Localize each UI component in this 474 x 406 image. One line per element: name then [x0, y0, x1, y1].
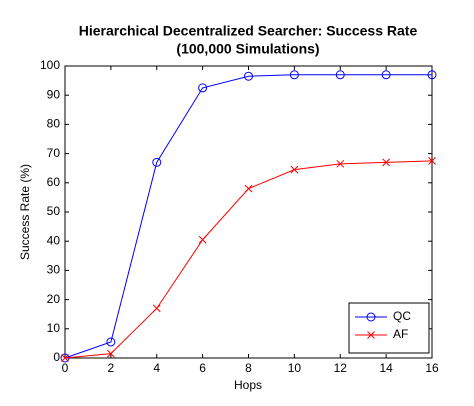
- marker: [244, 71, 253, 81]
- y-tick-label: 0: [53, 350, 60, 364]
- marker: [290, 165, 299, 174]
- legend-label: QC: [393, 309, 411, 323]
- marker: [106, 337, 116, 347]
- x-tick-label: 14: [379, 361, 393, 375]
- legend-label: AF: [393, 327, 408, 341]
- y-tick-label: 40: [47, 233, 61, 247]
- x-tick-label: 6: [199, 361, 206, 375]
- marker: [198, 235, 207, 244]
- series-line: [64, 74, 432, 359]
- marker: [61, 354, 69, 362]
- x-tick-label: 16: [425, 361, 439, 375]
- x-tick-label: 12: [334, 361, 348, 375]
- legend-box: [348, 302, 430, 354]
- chart-title: Hierarchical Decentralized Searcher: Suc…: [79, 23, 418, 39]
- y-tick-label: 70: [47, 146, 61, 160]
- marker: [428, 157, 436, 165]
- marker: [198, 83, 208, 93]
- x-tick-label: 0: [62, 361, 69, 375]
- y-tick-label: 60: [47, 175, 61, 189]
- x-tick-label: 4: [153, 361, 160, 375]
- x-tick-label: 8: [245, 361, 252, 375]
- x-axis-label: Hops: [234, 378, 262, 392]
- marker: [427, 70, 437, 80]
- chart-subtitle: (100,000 Simulations): [176, 41, 319, 57]
- legend: QC AF: [348, 302, 430, 354]
- x-tick-label: 10: [288, 361, 302, 375]
- marker: [152, 304, 161, 313]
- marker: [244, 184, 253, 193]
- legend-marker: [367, 331, 375, 339]
- marker: [381, 70, 391, 80]
- y-axis-label: Success Rate (%): [18, 164, 32, 260]
- y-tick-label: 80: [47, 117, 61, 131]
- y-tick-label: 90: [47, 87, 61, 101]
- marker: [336, 159, 345, 168]
- marker: [107, 349, 115, 358]
- y-tick-label: 50: [47, 204, 61, 218]
- legend-marker: [366, 312, 376, 322]
- marker: [152, 157, 162, 167]
- marker: [289, 70, 299, 80]
- y-tick-label: 10: [47, 321, 61, 335]
- marker: [382, 158, 390, 167]
- y-tick-label: 100: [40, 58, 60, 72]
- marker: [335, 70, 345, 80]
- y-tick-label: 20: [47, 292, 61, 306]
- y-tick-label: 30: [47, 263, 61, 277]
- x-tick-label: 2: [108, 361, 115, 375]
